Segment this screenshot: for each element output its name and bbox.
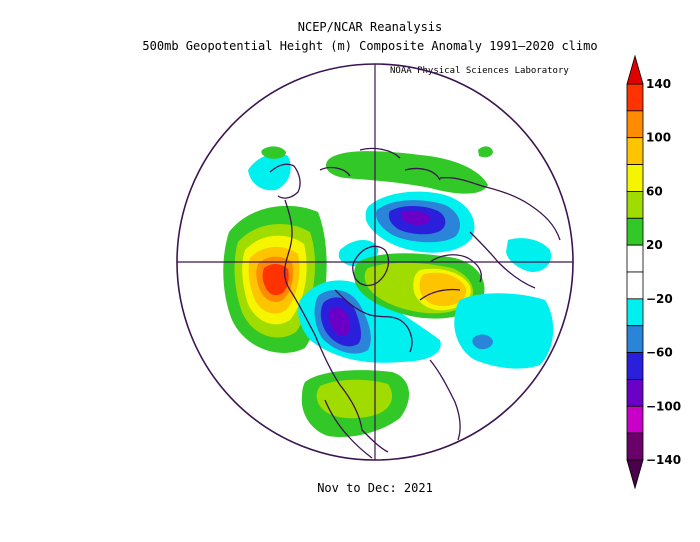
colorbar-band bbox=[626, 271, 644, 300]
anomaly-contour-neg20-alaska bbox=[248, 153, 291, 191]
colorbar-band bbox=[626, 83, 644, 112]
coastline-hudson-bay bbox=[334, 289, 413, 353]
coastline-south-america bbox=[324, 399, 373, 459]
colorbar-band bbox=[626, 352, 644, 380]
chart-title: NCEP/NCAR Reanalysis bbox=[297, 20, 443, 34]
colorbar-arrow-top bbox=[626, 54, 644, 85]
anomaly-contour-neg20-east-asia bbox=[506, 238, 552, 272]
coastline-north-america bbox=[283, 199, 389, 453]
anomaly-contour-neg80-siberia bbox=[401, 210, 431, 225]
anomaly-contour-pos40-south bbox=[316, 379, 393, 419]
colorbar-arrow-bottom bbox=[626, 459, 644, 490]
colorbar-label: −140 bbox=[646, 453, 681, 467]
credit-label: NOAA Physical Sciences Laboratory bbox=[390, 66, 569, 76]
anomaly-contour-pos20-small bbox=[478, 146, 493, 158]
colorbar-label: 20 bbox=[646, 238, 663, 252]
map-boundary bbox=[176, 63, 574, 461]
anomaly-contour-pos20-arctic bbox=[325, 151, 488, 194]
colorbar-label: −100 bbox=[646, 399, 681, 413]
period-label: Nov to Dec: 2021 bbox=[317, 481, 433, 495]
coastlines bbox=[269, 147, 561, 459]
colorbar-band bbox=[626, 217, 644, 246]
colorbar-band bbox=[626, 379, 644, 407]
colorbar-band bbox=[626, 244, 644, 273]
colorbar-label: 60 bbox=[646, 184, 663, 198]
chart-subtitle: 500mb Geopotential Height (m) Composite … bbox=[142, 39, 598, 53]
colorbar-label: −20 bbox=[646, 292, 673, 306]
colorbar-band bbox=[626, 164, 644, 192]
colorbar-band bbox=[626, 110, 644, 139]
anomaly-contour-neg40-pacific-east bbox=[472, 334, 493, 350]
anomaly-contour-neg80-namerica bbox=[328, 307, 350, 337]
anomaly-contour-pos120-pacific bbox=[262, 263, 289, 296]
coastline-alaska bbox=[269, 163, 301, 199]
colorbar-band bbox=[626, 137, 644, 165]
colorbar-label: 100 bbox=[646, 131, 671, 145]
anomaly-contour-pos20-beringia bbox=[261, 146, 286, 159]
anomaly-contour-pos80-atlantic bbox=[419, 272, 467, 307]
anomaly-fields bbox=[223, 146, 554, 438]
polar-anomaly-map bbox=[176, 63, 574, 461]
colorbar-band bbox=[626, 432, 644, 461]
coastline-arctic-islands bbox=[319, 147, 441, 181]
coastline-greenland bbox=[352, 245, 390, 287]
colorbar-label: 140 bbox=[646, 77, 671, 91]
colorbar-label: −60 bbox=[646, 346, 673, 360]
anomaly-contour-neg20-pacific-east bbox=[454, 293, 554, 369]
colorbar-band bbox=[626, 325, 644, 353]
colorbar-band bbox=[626, 298, 644, 327]
coastline-europe bbox=[419, 254, 482, 301]
colorbar-band bbox=[626, 405, 644, 434]
colorbar-band bbox=[626, 191, 644, 219]
coastline-africa bbox=[429, 359, 461, 441]
